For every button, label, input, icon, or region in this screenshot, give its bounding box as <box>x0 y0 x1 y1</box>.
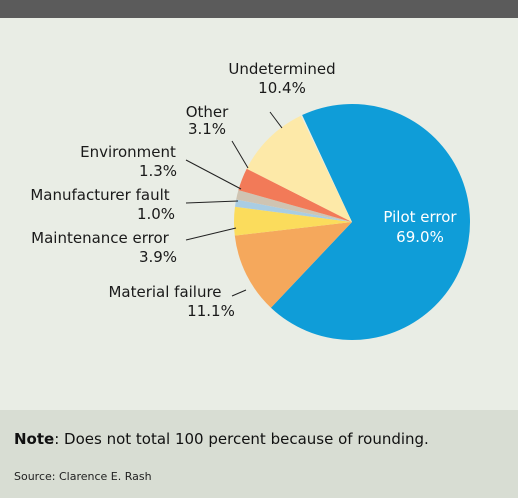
note-text: : Does not total 100 percent because of … <box>54 430 429 448</box>
pie-slice <box>234 199 352 222</box>
note-label: Note <box>14 430 55 448</box>
pie-slice <box>236 190 352 222</box>
slice-value-label: 11.1% <box>187 302 235 320</box>
slice-value-label: 1.0% <box>137 205 175 223</box>
pie-slice <box>270 104 470 340</box>
slice-label: Manufacturer fault <box>30 186 169 204</box>
slice-value-label: 3.1% <box>188 120 226 138</box>
footer-panel <box>0 410 518 498</box>
pie-slice <box>234 206 352 236</box>
leader-line <box>231 289 247 297</box>
leader-line <box>185 227 237 241</box>
slice-label: Other <box>186 103 229 121</box>
note: Note: Does not total 100 percent because… <box>14 430 429 448</box>
slice-label: Maintenance error <box>31 229 170 247</box>
leader-line <box>231 140 249 169</box>
pie-slice <box>246 115 352 222</box>
source: Source: Clarence E. Rash <box>14 470 152 483</box>
pie-slice <box>234 222 352 308</box>
slice-value-label: 1.3% <box>139 162 177 180</box>
slice-value-label: 69.0% <box>396 228 444 246</box>
slice-label: Pilot error <box>383 208 457 226</box>
slice-label: Undetermined <box>228 60 335 78</box>
leader-line <box>185 159 242 190</box>
pie-slice <box>238 168 352 222</box>
slice-value-label: 10.4% <box>258 79 306 97</box>
leader-line <box>185 200 239 204</box>
slice-label: Environment <box>80 143 176 161</box>
slice-label: Material failure <box>108 283 221 301</box>
slice-value-label: 3.9% <box>139 248 177 266</box>
leader-line <box>269 111 283 129</box>
header-bar <box>0 0 518 18</box>
